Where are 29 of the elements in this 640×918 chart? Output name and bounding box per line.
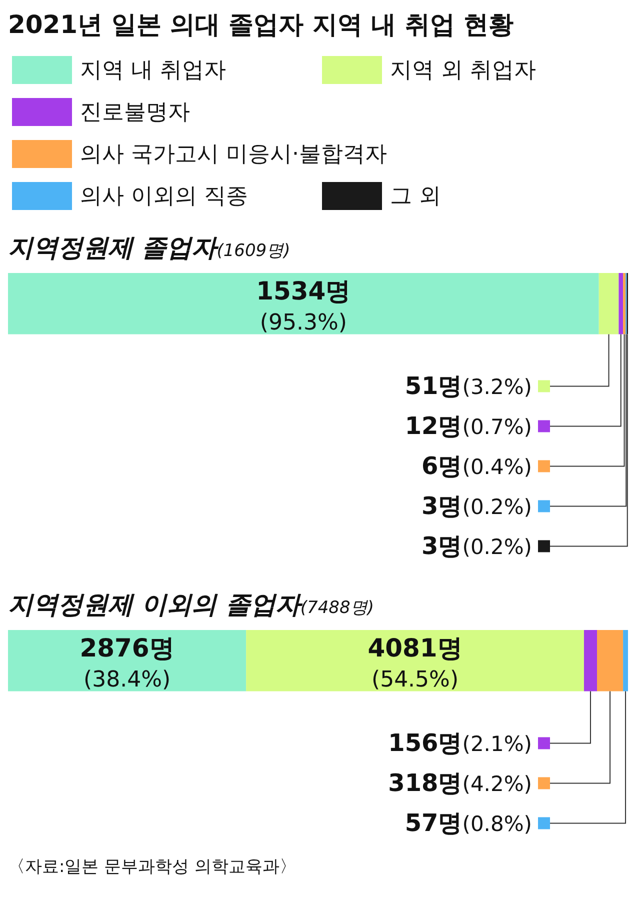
legend-label: 지역 내 취업자 <box>80 57 226 85</box>
data-label: 318명(4.2%) <box>388 769 532 798</box>
bar <box>598 273 619 334</box>
data-label: 4081명(54.5%) <box>368 634 462 693</box>
bar <box>618 273 624 334</box>
bar <box>246 630 584 692</box>
data-label: 6명(0.4%) <box>422 452 532 480</box>
y-tick-label: 지역정원제 이외의 졸업자(7488명) <box>8 589 375 621</box>
legend-label: 지역 외 취업자 <box>390 57 536 85</box>
data-label: 57명(0.8%) <box>404 809 532 838</box>
chart-title: 2021년 일본 의대 졸업자 지역 내 취업 현황 <box>8 9 515 41</box>
data-label: 2876명(38.4%) <box>80 634 174 693</box>
data-label: 156명(2.1%) <box>388 729 532 758</box>
data-label: 51명(3.2%) <box>404 372 532 400</box>
bar <box>623 630 628 692</box>
bar <box>584 630 597 692</box>
bar <box>8 273 599 334</box>
legend-label: 의사 국가고시 미응시·불합격자 <box>80 141 387 169</box>
legend-label: 진로불명자 <box>80 99 190 127</box>
data-label: 3명(0.2%) <box>422 492 532 520</box>
legend-label: 그 외 <box>390 183 441 211</box>
text: 〈자료:일본 문부과학성 의학교육과〉 <box>8 856 298 878</box>
data-label: 3명(0.2%) <box>422 532 532 560</box>
bar <box>623 273 626 334</box>
bar <box>597 630 624 692</box>
legend-label: 의사 이외의 직종 <box>80 183 248 211</box>
data-label: 12명(0.7%) <box>404 412 532 440</box>
data-label: 1534명(95.3%) <box>256 276 351 336</box>
y-tick-label: 지역정원제 졸업자(1609명) <box>8 232 292 264</box>
